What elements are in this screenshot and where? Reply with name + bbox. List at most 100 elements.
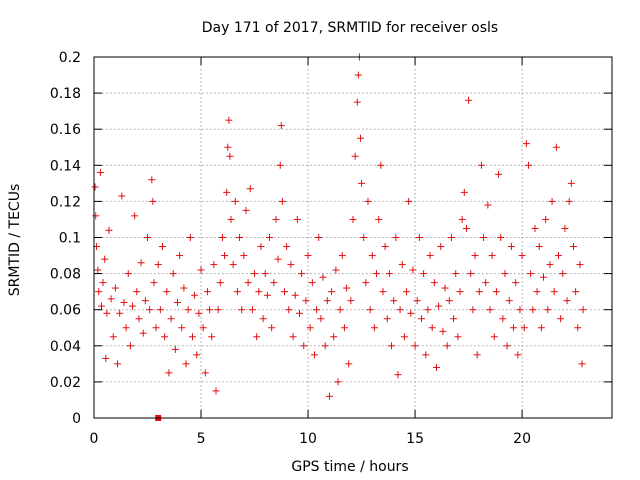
data-point xyxy=(552,143,560,151)
data-point xyxy=(156,306,164,314)
data-point xyxy=(144,234,152,241)
data-point xyxy=(456,288,464,296)
data-point xyxy=(208,333,216,341)
data-point xyxy=(503,342,511,350)
data-point xyxy=(345,360,353,368)
data-point xyxy=(163,288,171,296)
y-tick-label: 0 xyxy=(72,411,81,427)
data-point xyxy=(291,291,299,299)
data-point xyxy=(542,215,550,223)
data-point xyxy=(173,298,181,306)
data-point xyxy=(385,270,393,278)
data-point xyxy=(212,387,220,395)
data-point xyxy=(216,279,224,287)
data-point xyxy=(462,224,470,232)
data-point xyxy=(167,315,175,323)
data-point xyxy=(373,270,381,278)
data-point xyxy=(313,306,321,314)
data-point xyxy=(285,306,293,314)
data-point xyxy=(233,288,241,296)
data-point xyxy=(317,315,325,323)
data-point xyxy=(430,279,438,287)
data-point xyxy=(358,179,366,187)
data-point xyxy=(574,324,582,332)
data-point xyxy=(289,333,297,341)
x-axis-label: GPS time / hours xyxy=(291,459,408,475)
data-point xyxy=(340,324,348,332)
data-point xyxy=(557,315,565,323)
data-point xyxy=(308,279,316,287)
data-point xyxy=(116,309,124,317)
data-point xyxy=(565,197,573,205)
data-point xyxy=(97,302,105,310)
data-point xyxy=(161,333,169,341)
data-point xyxy=(535,243,543,251)
data-point xyxy=(458,215,466,223)
data-point xyxy=(561,224,569,232)
data-point xyxy=(257,243,265,251)
data-point xyxy=(126,342,134,350)
data-point xyxy=(133,288,141,296)
data-point xyxy=(253,333,261,341)
data-point xyxy=(315,234,323,241)
data-point xyxy=(238,306,246,314)
data-point xyxy=(490,333,498,341)
data-point xyxy=(124,270,132,278)
data-point xyxy=(120,298,128,306)
data-point xyxy=(283,243,291,251)
data-point xyxy=(450,315,458,323)
data-point xyxy=(426,252,434,260)
data-point xyxy=(447,234,455,241)
data-point xyxy=(445,297,453,305)
data-point xyxy=(484,201,492,209)
data-point xyxy=(122,324,130,332)
data-point xyxy=(377,161,385,169)
data-point xyxy=(131,212,139,220)
data-point xyxy=(266,234,274,241)
data-point xyxy=(563,297,571,305)
data-point xyxy=(171,345,179,353)
data-point xyxy=(572,288,580,296)
data-point xyxy=(255,288,263,296)
data-point xyxy=(473,351,481,359)
data-point xyxy=(278,197,286,205)
data-point xyxy=(522,140,530,148)
data-point xyxy=(471,252,479,260)
data-point xyxy=(390,297,398,305)
data-point xyxy=(356,134,364,142)
data-point xyxy=(276,161,284,169)
data-point xyxy=(343,284,351,292)
data-point xyxy=(403,288,411,296)
y-tick-label: 0.1 xyxy=(59,231,81,247)
data-point xyxy=(366,306,374,314)
data-point xyxy=(246,185,254,193)
data-point xyxy=(499,315,507,323)
data-point xyxy=(520,324,528,332)
data-point xyxy=(248,306,256,314)
data-point xyxy=(443,342,451,350)
data-points xyxy=(91,53,587,421)
data-point xyxy=(540,273,548,281)
data-point xyxy=(460,188,468,196)
y-tick-label: 0.2 xyxy=(59,50,81,66)
data-point xyxy=(554,252,562,260)
data-point xyxy=(518,252,526,260)
data-point xyxy=(516,306,524,314)
data-point xyxy=(497,234,505,241)
data-point xyxy=(304,252,312,260)
data-point xyxy=(227,215,235,223)
data-point xyxy=(141,297,149,305)
data-point xyxy=(274,255,282,263)
data-point xyxy=(287,261,295,269)
data-point xyxy=(514,351,522,359)
data-point xyxy=(546,261,554,269)
data-point xyxy=(240,252,248,260)
x-tick-label: 20 xyxy=(513,431,531,447)
data-point xyxy=(277,122,285,130)
data-point xyxy=(328,288,336,296)
data-point xyxy=(569,243,577,251)
x-axis: 0 5 10 15 20 xyxy=(90,57,531,447)
y-tick-label: 0.02 xyxy=(50,375,81,391)
data-point xyxy=(270,279,278,287)
